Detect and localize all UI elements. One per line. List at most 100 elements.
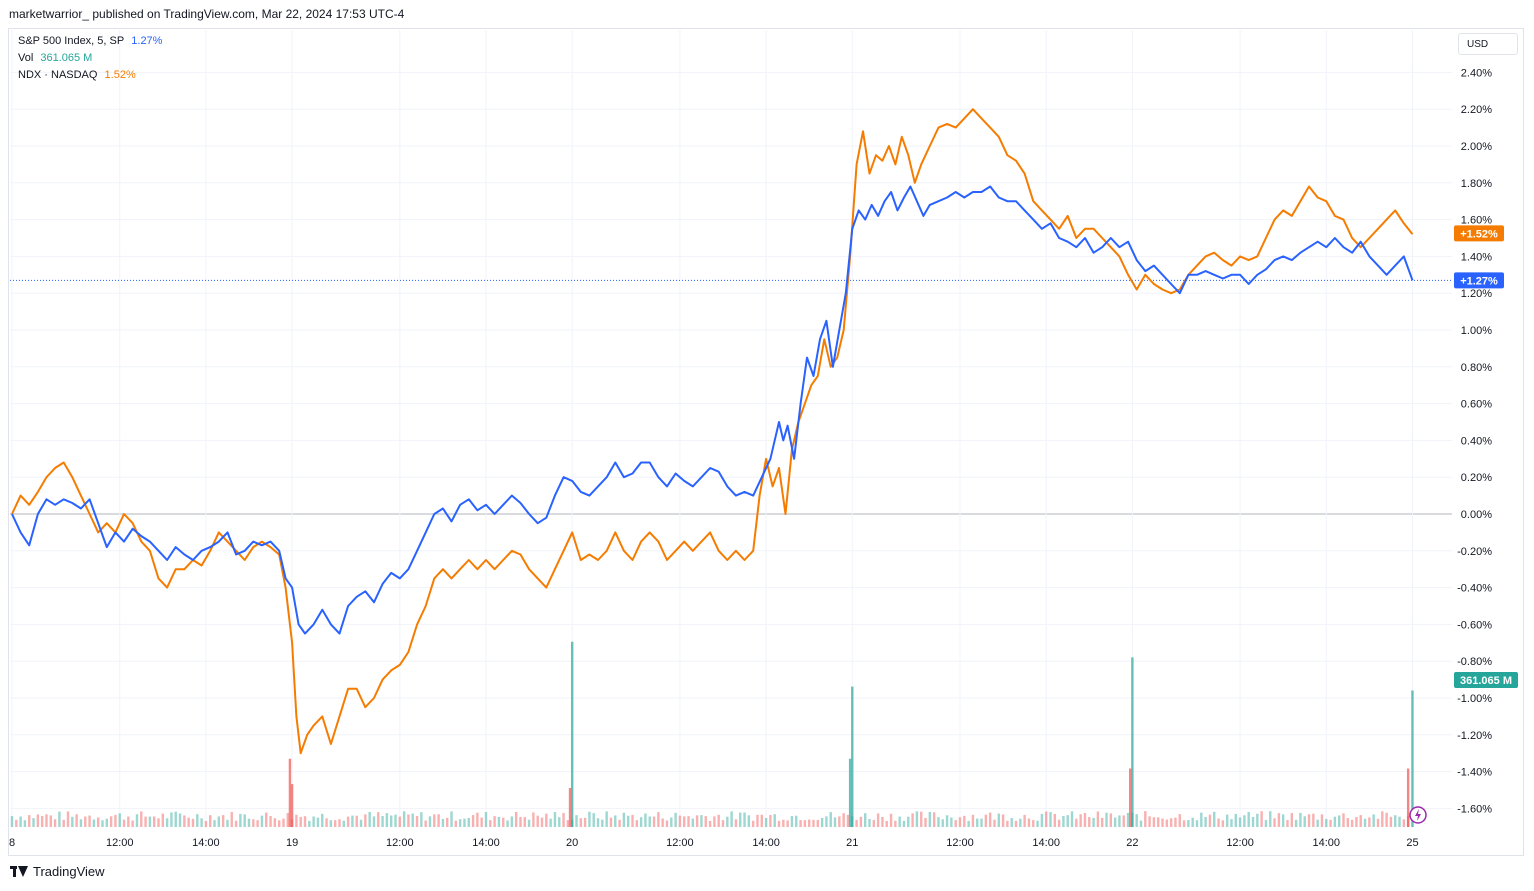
volume-bar (583, 817, 587, 827)
volume-bar (631, 814, 634, 827)
volume-bar (135, 814, 139, 827)
volume-bar (605, 811, 608, 827)
volume-bar (907, 816, 910, 827)
volume-bar (273, 818, 277, 827)
volume-bar (721, 820, 725, 827)
x-tick-label: 25 (1406, 837, 1418, 849)
volume-bar (751, 820, 755, 827)
volume-bar (601, 819, 604, 827)
x-tick-label: 12:00 (386, 837, 414, 849)
legend-ndx-name: NDX · NASDAQ (18, 69, 98, 81)
legend-row-volume[interactable]: Vol 361.065 M (18, 52, 96, 64)
volume-bar (114, 814, 117, 827)
volume-bar (351, 815, 354, 827)
volume-bar (816, 819, 819, 827)
volume-bar (325, 818, 328, 827)
volume-bar (502, 817, 505, 827)
volume-bar (277, 820, 281, 827)
volume-bar (75, 814, 78, 827)
volume-bar (467, 817, 470, 827)
x-tick-label: 14:00 (1032, 837, 1060, 849)
y-tick-label: 2.20% (1461, 104, 1492, 116)
legend-spx-value: 1.27% (131, 35, 163, 47)
volume-bar (609, 817, 613, 827)
volume-bar (458, 819, 462, 827)
volume-bar (924, 817, 927, 827)
volume-bar (1032, 820, 1035, 827)
volume-bar (1040, 813, 1044, 827)
volume-bar (170, 812, 173, 827)
volume-bar (1126, 812, 1130, 827)
volume-bar (290, 784, 294, 827)
volume-bar (726, 816, 729, 827)
volume-bar (803, 820, 807, 827)
volume-bar (217, 816, 221, 827)
series-line[interactable] (11, 185, 1414, 635)
volume-bar (1075, 818, 1078, 827)
volume-bar (1070, 811, 1074, 827)
volume-bar (562, 812, 565, 827)
volume-bar (1187, 820, 1190, 827)
volume-bar (28, 815, 31, 827)
volume-bar (777, 820, 781, 827)
volume-bar (1269, 811, 1272, 827)
volume-bar (1049, 812, 1052, 827)
chart-frame (8, 28, 1524, 856)
volume-bar (433, 814, 436, 827)
footer-brand-text: TradingView (33, 864, 105, 879)
volume-bar (527, 819, 531, 827)
legend-row-spx[interactable]: S&P 500 Index, 5, SP 1.27% (18, 35, 166, 47)
volume-bar (1027, 818, 1031, 827)
volume-bar (1234, 813, 1237, 827)
y-tick-label: 2.00% (1461, 141, 1492, 153)
volume-bar (566, 820, 570, 827)
series-line[interactable] (11, 108, 1414, 755)
legend-row-ndx[interactable]: NDX · NASDAQ 1.52% (18, 69, 140, 81)
volume-bar (88, 815, 91, 827)
volume-bar (911, 813, 914, 827)
volume-bar (988, 812, 992, 827)
volume-bar (687, 816, 690, 827)
volume-bar (889, 813, 893, 827)
volume-bar (71, 816, 74, 827)
volume-bar (140, 811, 143, 827)
volume-bar (717, 814, 720, 827)
currency-button[interactable]: USD (1458, 33, 1518, 55)
y-tick-label: -1.60% (1457, 803, 1492, 815)
replay-icon[interactable] (1409, 806, 1427, 824)
volume-bar (644, 813, 647, 827)
volume-bar (614, 815, 617, 827)
volume-bar (657, 812, 660, 827)
volume-bar (764, 818, 768, 827)
volume-bar (269, 816, 272, 827)
volume-bar (523, 817, 526, 827)
footer-brand[interactable]: TradingView (10, 864, 105, 879)
volume-bar (40, 816, 44, 827)
volume-bar (346, 816, 350, 827)
volume-bar (381, 816, 384, 827)
volume-bar (299, 816, 302, 827)
volume-bar (191, 818, 195, 827)
volume-bar (1019, 818, 1022, 827)
legend-spx-name: S&P 500 Index, 5, SP (18, 35, 125, 47)
ndx-last-label-bg (1454, 225, 1504, 242)
volume-bar (402, 811, 406, 827)
volume-bar (385, 813, 389, 827)
volume-bar (1182, 820, 1186, 827)
volume-bar (131, 820, 134, 827)
volume-bar (497, 816, 501, 827)
volume-bar (848, 758, 852, 827)
volume-bar (734, 819, 738, 827)
volume-bar (691, 818, 695, 827)
y-tick-label: -0.20% (1457, 546, 1492, 558)
volume-bar (1161, 818, 1164, 827)
volume-bar (510, 816, 514, 827)
volume-bar (885, 820, 888, 827)
volume-bar (568, 788, 572, 827)
volume-bar (1165, 819, 1169, 827)
volume-bar (846, 814, 850, 827)
volume-bar (329, 820, 333, 827)
volume-bar (1062, 815, 1065, 827)
volume-bar (62, 819, 65, 827)
